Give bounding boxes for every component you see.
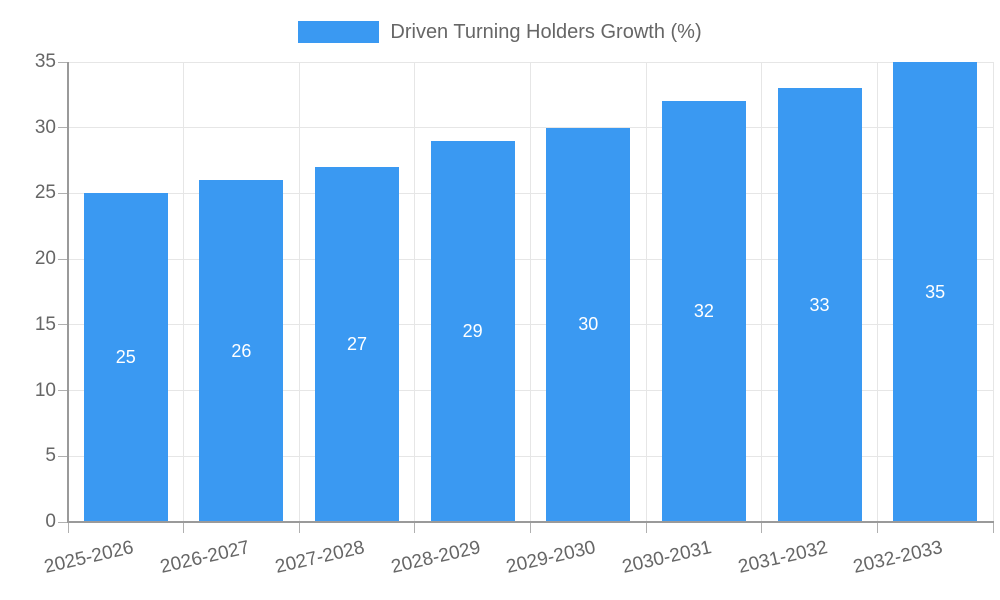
gridline-vertical: [530, 62, 531, 522]
bar-2029-2030[interactable]: 30: [546, 127, 631, 522]
x-axis-tick: [183, 522, 185, 533]
bar-2026-2027[interactable]: 26: [199, 180, 284, 522]
x-axis-tick: [298, 522, 300, 533]
bar-value-label: 33: [809, 294, 830, 315]
y-axis-tick-label: 25: [34, 182, 56, 204]
y-axis-tick-label: 15: [34, 313, 56, 335]
y-axis-tick: [58, 61, 68, 63]
y-axis-tick: [58, 127, 68, 129]
bar-2028-2029[interactable]: 29: [430, 140, 515, 522]
y-axis-tick: [58, 390, 68, 392]
bar-2030-2031[interactable]: 32: [661, 101, 746, 522]
gridline-vertical: [761, 62, 763, 522]
legend-swatch: [298, 21, 380, 43]
gridline-vertical: [992, 62, 994, 522]
bar-2031-2032[interactable]: 33: [777, 88, 862, 522]
x-axis-label: 2025-2026: [42, 537, 136, 578]
x-axis-tick: [876, 522, 878, 533]
x-axis-label: 2026-2027: [157, 537, 252, 578]
legend[interactable]: Driven Turning Holders Growth (%): [0, 20, 1000, 44]
y-axis-tick-label: 10: [34, 379, 56, 401]
x-axis-tick: [992, 522, 994, 533]
y-axis-tick: [58, 455, 68, 457]
y-axis-tick-label: 5: [45, 445, 56, 467]
bar-value-label: 32: [693, 301, 714, 322]
bar-2025-2026[interactable]: 25: [83, 193, 168, 522]
x-axis-tick: [67, 522, 69, 533]
gridline-vertical: [183, 62, 185, 522]
x-axis-label: 2027-2028: [273, 537, 367, 578]
y-axis-tick-label: 30: [34, 116, 56, 138]
y-axis-tick-label: 20: [34, 248, 56, 270]
gridline-vertical: [876, 62, 878, 522]
y-axis-tick: [58, 192, 68, 194]
y-axis-tick: [58, 521, 68, 523]
x-axis-tick: [414, 522, 416, 533]
x-axis-tick: [645, 522, 647, 533]
gridline-vertical: [645, 62, 647, 522]
bar-value-label: 35: [925, 281, 946, 302]
bar-value-label: 26: [231, 340, 252, 361]
x-axis-tick: [761, 522, 763, 533]
y-axis-tick-label: 35: [34, 51, 56, 72]
bar-value-label: 27: [347, 334, 368, 355]
bar-value-label: 29: [462, 320, 483, 341]
x-axis-line: [67, 521, 994, 523]
bar-value-label: 25: [115, 347, 136, 368]
gridline-vertical: [298, 62, 300, 522]
bar-2027-2028[interactable]: 27: [315, 167, 400, 522]
gridline-vertical: [414, 62, 416, 522]
y-axis-tick: [58, 258, 68, 260]
y-axis-tick: [58, 324, 68, 326]
x-axis-label: 2030-2031: [620, 537, 714, 578]
y-axis-line: [67, 62, 69, 523]
x-axis-label: 2028-2029: [389, 537, 483, 578]
y-axis-tick-label: 0: [45, 511, 56, 532]
x-axis-label: 2032-2033: [851, 537, 945, 578]
x-axis-label: 2029-2030: [504, 537, 599, 578]
x-axis-label: 2031-2032: [736, 537, 830, 578]
x-axis-tick: [530, 522, 531, 533]
legend-label: Driven Turning Holders Growth (%): [390, 21, 702, 43]
bar-value-label: 30: [578, 314, 599, 335]
bar-2032-2033[interactable]: 35: [893, 62, 978, 522]
